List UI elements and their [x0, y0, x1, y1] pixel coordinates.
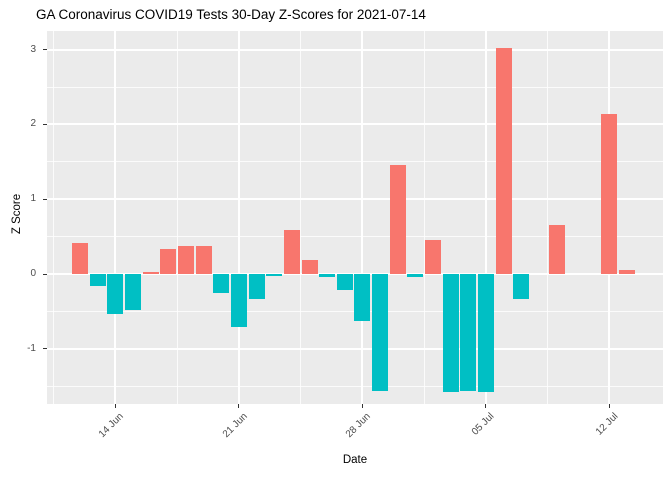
- bar-negative: [125, 274, 142, 310]
- y-tick-label: 0: [30, 268, 36, 279]
- y-minor-gridline: [47, 161, 663, 163]
- x-axis-tick: [485, 404, 487, 408]
- y-minor-gridline: [47, 86, 663, 88]
- plot-panel: [47, 31, 663, 404]
- bar-positive: [495, 48, 512, 274]
- x-tick-label: 12 Jul: [593, 411, 621, 438]
- x-minor-gridline: [547, 31, 549, 404]
- bar-negative: [336, 274, 353, 290]
- x-axis-tick: [114, 404, 116, 408]
- bar-positive: [601, 113, 618, 274]
- bar-negative: [442, 274, 459, 393]
- y-minor-gridline: [47, 385, 663, 387]
- x-axis-tick: [361, 404, 363, 408]
- y-tick-label: 2: [30, 118, 36, 130]
- y-tick-label: -1: [27, 342, 36, 354]
- bar-positive: [548, 224, 565, 274]
- chart-title: GA Coronavirus COVID19 Tests 30-Day Z-Sc…: [36, 7, 426, 22]
- bar-negative: [319, 274, 336, 277]
- y-major-gridline: [47, 48, 663, 51]
- x-tick-label: 05 Jul: [470, 411, 497, 438]
- bar-negative: [460, 274, 477, 392]
- bar-positive: [160, 249, 177, 274]
- bar-negative: [89, 274, 106, 286]
- y-axis-tick: [43, 273, 47, 275]
- x-major-gridline: [484, 31, 487, 404]
- bar-negative: [354, 274, 371, 322]
- bar-positive: [72, 242, 89, 274]
- bar-positive: [425, 240, 442, 274]
- x-major-gridline: [114, 31, 117, 404]
- bar-negative: [107, 274, 124, 315]
- bar-negative: [248, 274, 265, 299]
- bar-negative: [213, 274, 230, 294]
- y-axis-tick: [43, 198, 47, 200]
- y-major-gridline: [47, 198, 663, 201]
- x-axis-title: Date: [342, 454, 368, 466]
- y-tick-label: 1: [30, 193, 36, 205]
- x-minor-gridline: [300, 31, 302, 404]
- bar-positive: [619, 269, 636, 274]
- y-major-gridline: [47, 347, 663, 350]
- bar-negative: [372, 274, 389, 392]
- x-axis-tick: [608, 404, 610, 408]
- bar-negative: [477, 274, 494, 393]
- bar-negative: [513, 274, 530, 300]
- x-minor-gridline: [423, 31, 425, 404]
- bar-positive: [178, 245, 195, 274]
- x-minor-gridline: [53, 31, 55, 404]
- bar-positive: [389, 164, 406, 274]
- x-tick-label: 14 Jun: [97, 411, 127, 441]
- x-major-gridline: [237, 31, 240, 404]
- y-axis-tick: [43, 49, 47, 51]
- bar-positive: [301, 259, 318, 274]
- bar-positive: [195, 246, 212, 274]
- y-minor-gridline: [47, 236, 663, 238]
- x-tick-label: 28 Jun: [344, 411, 374, 441]
- x-major-gridline: [361, 31, 364, 404]
- x-minor-gridline: [176, 31, 178, 404]
- bar-negative: [230, 274, 247, 328]
- x-axis-tick: [238, 404, 240, 408]
- bar-positive: [283, 229, 300, 274]
- bar-positive: [142, 271, 159, 274]
- bar-negative: [407, 274, 424, 277]
- bar-negative: [266, 274, 283, 277]
- x-tick-label: 21 Jun: [220, 411, 250, 441]
- y-axis-tick: [43, 123, 47, 125]
- y-major-gridline: [47, 123, 663, 126]
- y-tick-label: 3: [30, 43, 36, 55]
- y-axis-tick: [43, 348, 47, 350]
